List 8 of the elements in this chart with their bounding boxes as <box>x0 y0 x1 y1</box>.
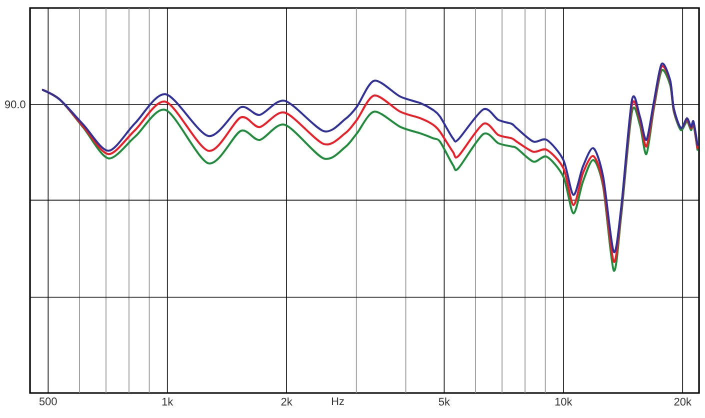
x-tick-label: 5k <box>438 398 450 406</box>
x-tick-label: 2k <box>281 398 292 406</box>
x-axis-title: Hz <box>332 398 344 406</box>
text: 90.0 <box>5 100 26 108</box>
x-tick-label: 500 <box>39 398 57 406</box>
x-tick-label: 20k <box>674 398 692 406</box>
x-tick-label: 10k <box>555 398 572 406</box>
x-tick-label: 1k <box>162 398 174 406</box>
